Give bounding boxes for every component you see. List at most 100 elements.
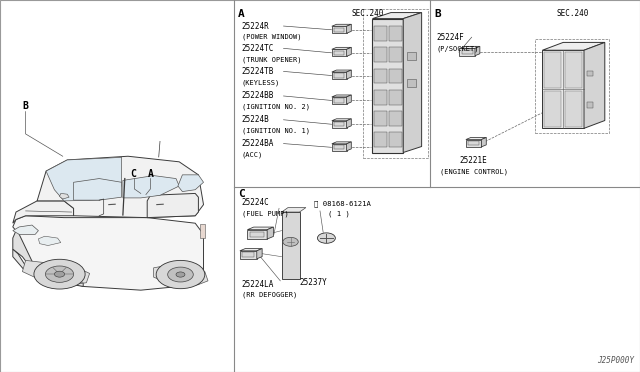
Bar xyxy=(388,90,402,105)
Circle shape xyxy=(317,233,335,243)
Bar xyxy=(565,91,582,127)
Text: 25224F: 25224F xyxy=(436,33,464,42)
Text: 25224BB: 25224BB xyxy=(242,92,275,100)
Bar xyxy=(388,47,402,62)
Bar xyxy=(334,122,344,126)
Polygon shape xyxy=(332,142,351,144)
Polygon shape xyxy=(475,46,480,56)
Polygon shape xyxy=(248,227,273,230)
Bar xyxy=(535,39,609,133)
Text: (IGNITION NO. 2): (IGNITION NO. 2) xyxy=(242,104,310,110)
Polygon shape xyxy=(347,47,351,56)
Text: (FUEL PUMP): (FUEL PUMP) xyxy=(242,211,289,217)
Polygon shape xyxy=(347,95,351,104)
Circle shape xyxy=(283,237,298,246)
Text: (POWER WINDOW): (POWER WINDOW) xyxy=(242,34,301,41)
Polygon shape xyxy=(37,156,204,218)
Circle shape xyxy=(34,259,85,289)
Text: (RR DEFOGGER): (RR DEFOGGER) xyxy=(242,291,297,298)
Polygon shape xyxy=(466,138,486,140)
Bar xyxy=(334,28,344,32)
Bar xyxy=(374,90,387,105)
Text: SEC.240: SEC.240 xyxy=(352,9,384,18)
Polygon shape xyxy=(347,24,351,33)
Polygon shape xyxy=(74,179,122,200)
Polygon shape xyxy=(22,260,90,285)
Circle shape xyxy=(156,260,205,289)
Text: 25224LA: 25224LA xyxy=(242,280,275,289)
Polygon shape xyxy=(13,201,74,223)
Bar xyxy=(334,98,344,103)
Text: J25P000Y: J25P000Y xyxy=(596,356,634,365)
Bar xyxy=(282,212,300,279)
Bar xyxy=(334,51,344,55)
Text: (ENGINE CONTROL): (ENGINE CONTROL) xyxy=(440,169,508,175)
Polygon shape xyxy=(403,13,422,153)
Text: SEC.240: SEC.240 xyxy=(557,9,589,18)
Bar xyxy=(243,253,254,257)
Text: 25224BA: 25224BA xyxy=(242,139,275,148)
Bar xyxy=(407,52,416,60)
Bar xyxy=(200,224,205,238)
Text: 25237Y: 25237Y xyxy=(300,278,327,287)
Text: 25221E: 25221E xyxy=(460,156,488,165)
Bar xyxy=(388,111,402,126)
Bar xyxy=(388,26,402,41)
Bar xyxy=(332,97,347,104)
Bar xyxy=(332,26,347,33)
Polygon shape xyxy=(13,229,38,273)
Polygon shape xyxy=(13,225,38,234)
Bar xyxy=(545,91,561,127)
Bar xyxy=(374,26,387,41)
Text: A: A xyxy=(147,169,154,179)
Circle shape xyxy=(168,267,193,282)
Text: C: C xyxy=(238,189,245,199)
Bar xyxy=(587,102,593,108)
Polygon shape xyxy=(372,13,422,19)
Bar xyxy=(250,231,264,237)
Text: A: A xyxy=(238,9,245,19)
Polygon shape xyxy=(332,119,351,121)
Bar xyxy=(363,9,428,158)
Text: (TRUNK OPENER): (TRUNK OPENER) xyxy=(242,56,301,63)
Text: (ACC): (ACC) xyxy=(242,151,263,158)
Circle shape xyxy=(45,266,74,282)
Text: 25224TB: 25224TB xyxy=(242,67,275,76)
Text: B: B xyxy=(22,101,29,111)
Text: 25224R: 25224R xyxy=(242,22,269,31)
Bar xyxy=(240,251,257,259)
Polygon shape xyxy=(332,95,351,97)
Polygon shape xyxy=(332,47,351,49)
Bar xyxy=(334,145,344,150)
Text: (KEYLESS): (KEYLESS) xyxy=(242,79,280,86)
Polygon shape xyxy=(178,175,204,192)
Text: (P/SOCKET): (P/SOCKET) xyxy=(436,45,479,52)
Circle shape xyxy=(54,271,65,277)
Polygon shape xyxy=(332,70,351,72)
Text: 25224TC: 25224TC xyxy=(242,44,275,53)
Circle shape xyxy=(176,272,185,277)
Bar xyxy=(466,140,481,147)
Polygon shape xyxy=(13,216,204,290)
Polygon shape xyxy=(267,227,273,239)
Polygon shape xyxy=(282,208,306,212)
Polygon shape xyxy=(154,265,208,285)
Bar xyxy=(462,50,472,54)
Bar xyxy=(543,50,584,128)
Bar xyxy=(545,52,561,88)
Bar xyxy=(374,132,387,147)
Bar xyxy=(372,19,403,153)
Text: Ⓢ 08168-6121A: Ⓢ 08168-6121A xyxy=(314,200,371,207)
Bar xyxy=(334,73,344,78)
Polygon shape xyxy=(123,176,179,198)
Text: ( 1 ): ( 1 ) xyxy=(328,211,349,217)
Polygon shape xyxy=(584,42,605,128)
Bar xyxy=(587,71,593,76)
Bar xyxy=(388,132,402,147)
Polygon shape xyxy=(13,249,83,286)
Bar xyxy=(407,79,416,87)
Bar xyxy=(248,230,267,239)
Text: 25224B: 25224B xyxy=(242,115,269,124)
Polygon shape xyxy=(460,46,480,48)
Bar xyxy=(565,52,582,88)
